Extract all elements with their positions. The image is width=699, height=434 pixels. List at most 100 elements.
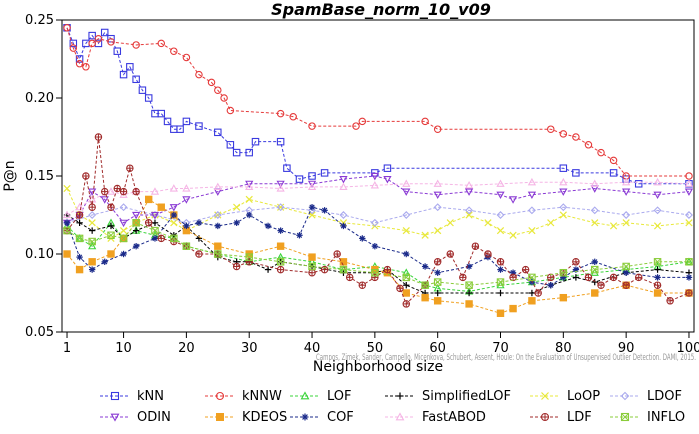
data-point bbox=[572, 133, 580, 141]
data-point bbox=[421, 281, 429, 289]
data-point bbox=[547, 219, 555, 227]
data-point bbox=[402, 226, 410, 235]
data-point bbox=[684, 257, 694, 265]
data-point bbox=[308, 268, 316, 277]
legend-marker bbox=[620, 412, 630, 422]
data-point bbox=[402, 211, 411, 219]
data-point bbox=[508, 196, 518, 204]
data-point bbox=[559, 130, 568, 138]
series-cof bbox=[63, 204, 693, 289]
data-point bbox=[88, 241, 97, 250]
data-point bbox=[113, 47, 122, 55]
data-point bbox=[132, 187, 140, 196]
data-point bbox=[622, 211, 631, 219]
series-line bbox=[66, 175, 690, 224]
data-point bbox=[358, 117, 367, 126]
data-point bbox=[176, 125, 184, 133]
data-point bbox=[69, 44, 78, 52]
data-point bbox=[402, 273, 411, 282]
data-point bbox=[484, 219, 492, 227]
data-point bbox=[75, 234, 84, 243]
data-point bbox=[339, 265, 348, 274]
data-point bbox=[182, 184, 191, 192]
data-point bbox=[113, 184, 122, 193]
data-point bbox=[119, 203, 128, 212]
data-point bbox=[245, 182, 254, 191]
series-line bbox=[66, 188, 690, 240]
x-axis: 1 10 20 30 40 50 60 70 80 90 100 bbox=[63, 332, 699, 356]
data-point bbox=[402, 289, 410, 297]
data-point bbox=[622, 262, 630, 271]
data-point bbox=[684, 188, 694, 196]
data-point bbox=[559, 293, 568, 302]
data-point bbox=[528, 226, 536, 235]
data-point bbox=[590, 206, 599, 215]
legend-marker bbox=[110, 391, 120, 401]
data-point bbox=[340, 222, 347, 230]
data-point bbox=[264, 266, 272, 273]
legend-label: LDF bbox=[567, 410, 592, 425]
legend-item-ldof: LDOF bbox=[610, 389, 682, 404]
x-tick-label: 90 bbox=[618, 341, 635, 356]
data-point bbox=[245, 195, 253, 204]
data-point bbox=[370, 172, 379, 181]
series-line bbox=[66, 27, 689, 185]
data-point bbox=[213, 211, 222, 219]
data-point bbox=[370, 181, 379, 189]
legend: kNN kNNW LOF SimplifiedLOF LoOP LDOF ODIN KDEOS… bbox=[100, 389, 685, 425]
data-point bbox=[560, 274, 567, 281]
data-point bbox=[289, 112, 297, 121]
data-point bbox=[75, 59, 84, 68]
data-point bbox=[609, 222, 618, 230]
data-point bbox=[132, 41, 140, 49]
data-point bbox=[88, 211, 97, 219]
data-point bbox=[88, 31, 96, 40]
data-point bbox=[433, 125, 442, 133]
data-point bbox=[383, 164, 392, 172]
data-point bbox=[609, 169, 618, 177]
data-point bbox=[144, 94, 153, 102]
data-point bbox=[433, 297, 442, 305]
data-point bbox=[320, 169, 329, 177]
data-point bbox=[509, 304, 517, 313]
data-point bbox=[308, 172, 316, 180]
data-point bbox=[276, 109, 285, 118]
data-point bbox=[402, 300, 411, 308]
data-point bbox=[421, 263, 429, 270]
data-point bbox=[276, 180, 285, 189]
data-point bbox=[245, 253, 253, 261]
data-point bbox=[169, 204, 178, 212]
legend-label: KDEOS bbox=[242, 410, 287, 425]
data-point bbox=[403, 282, 410, 289]
series-knn bbox=[63, 24, 693, 188]
data-point bbox=[182, 117, 191, 126]
data-point bbox=[654, 266, 661, 273]
data-point bbox=[75, 202, 84, 211]
data-point bbox=[76, 253, 83, 261]
legend-label: kNNW bbox=[242, 389, 282, 404]
data-point bbox=[106, 187, 116, 195]
data-point bbox=[572, 274, 580, 281]
data-point bbox=[213, 182, 222, 191]
data-point bbox=[232, 148, 241, 157]
data-point bbox=[496, 179, 505, 187]
x-tick-label: 70 bbox=[492, 341, 509, 356]
data-point bbox=[685, 289, 693, 297]
legend-label: LOF bbox=[327, 389, 352, 404]
legend-item-cof: COF bbox=[290, 410, 354, 425]
y-axis-label: P@n bbox=[2, 160, 18, 191]
y-tick-label: 0.20 bbox=[25, 91, 54, 106]
legend-marker bbox=[540, 412, 550, 422]
data-point bbox=[559, 211, 567, 219]
data-point bbox=[101, 258, 108, 265]
data-point bbox=[169, 184, 178, 192]
data-point bbox=[446, 219, 454, 227]
data-point bbox=[383, 176, 392, 184]
data-point bbox=[63, 184, 71, 193]
x-tick-label: 40 bbox=[304, 341, 321, 356]
series-line bbox=[66, 27, 689, 177]
data-point bbox=[107, 38, 115, 46]
data-point bbox=[622, 269, 630, 276]
data-point bbox=[597, 281, 605, 289]
data-point bbox=[653, 177, 662, 186]
